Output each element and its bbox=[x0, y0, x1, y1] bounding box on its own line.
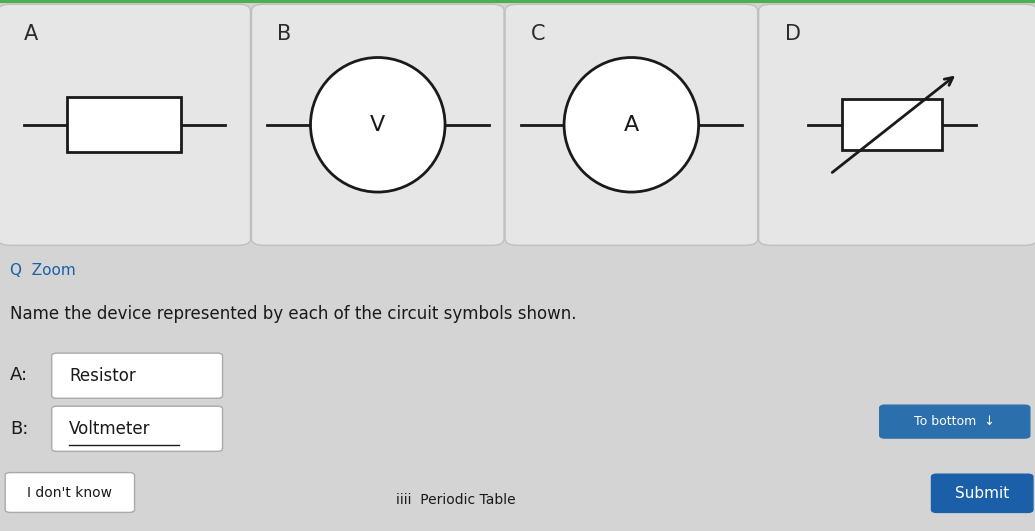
Text: A: A bbox=[24, 24, 38, 44]
FancyBboxPatch shape bbox=[52, 353, 223, 398]
FancyBboxPatch shape bbox=[759, 4, 1035, 245]
FancyBboxPatch shape bbox=[0, 4, 250, 245]
FancyBboxPatch shape bbox=[52, 406, 223, 451]
Text: Voltmeter: Voltmeter bbox=[69, 420, 151, 438]
Bar bbox=[842, 99, 942, 150]
Text: B:: B: bbox=[10, 419, 29, 438]
Text: I don't know: I don't know bbox=[27, 486, 112, 500]
Text: D: D bbox=[785, 24, 800, 44]
Ellipse shape bbox=[564, 57, 699, 192]
FancyBboxPatch shape bbox=[932, 474, 1033, 512]
Text: A: A bbox=[624, 115, 639, 135]
FancyBboxPatch shape bbox=[505, 4, 758, 245]
FancyBboxPatch shape bbox=[252, 4, 504, 245]
Text: To bottom  ↓: To bottom ↓ bbox=[914, 415, 995, 428]
Text: C: C bbox=[531, 24, 545, 44]
Bar bbox=[67, 97, 181, 152]
Text: Resistor: Resistor bbox=[69, 367, 136, 384]
Text: V: V bbox=[371, 115, 385, 135]
Ellipse shape bbox=[310, 57, 445, 192]
Text: Name the device represented by each of the circuit symbols shown.: Name the device represented by each of t… bbox=[10, 305, 576, 323]
Text: Q  Zoom: Q Zoom bbox=[10, 263, 77, 278]
FancyBboxPatch shape bbox=[880, 405, 1030, 438]
Text: B: B bbox=[277, 24, 292, 44]
Text: A:: A: bbox=[10, 366, 29, 384]
Text: Submit: Submit bbox=[955, 486, 1009, 501]
Text: iiii  Periodic Table: iiii Periodic Table bbox=[395, 493, 515, 507]
FancyBboxPatch shape bbox=[5, 473, 135, 512]
